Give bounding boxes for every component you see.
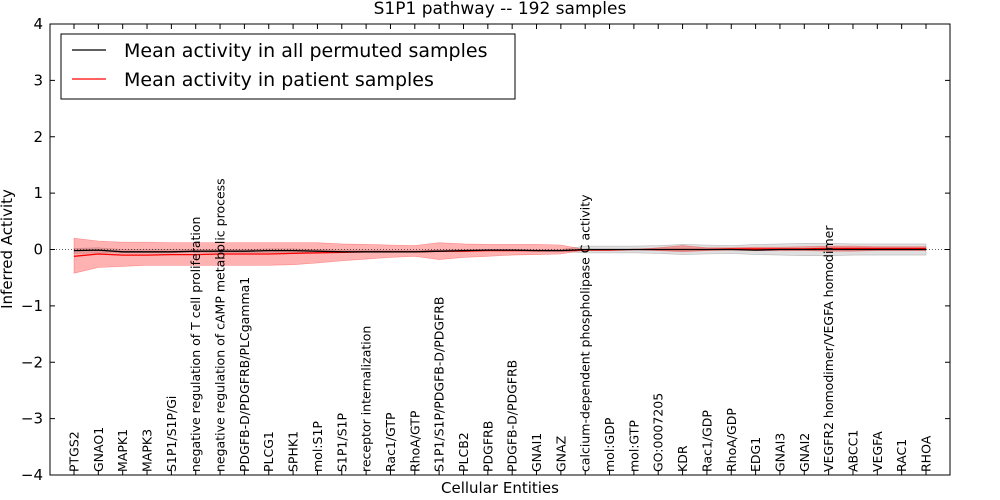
legend-label-permuted: Mean activity in all permuted samples xyxy=(124,40,487,62)
x-tick-label: PDGFRB xyxy=(480,421,495,472)
x-tick-label: RhoA/GDP xyxy=(724,408,739,472)
legend-box xyxy=(60,33,516,100)
x-tick-label: PLCB2 xyxy=(456,432,471,472)
x-tick-label: RAC1 xyxy=(894,439,909,472)
y-axis: −4 −3 −2 −1 0 1 2 3 4 xyxy=(21,15,950,484)
y-tick-label: 4 xyxy=(33,15,43,33)
x-tick-label: GNAZ xyxy=(553,436,568,472)
x-tick-label: SPHK1 xyxy=(286,431,301,472)
x-tick-label: VEGFR2 homodimer/VEGFA homodimer xyxy=(821,225,836,472)
series-lines xyxy=(73,247,926,257)
x-tick-label: GNAO1 xyxy=(91,427,106,472)
x-tick-label: PLCG1 xyxy=(261,431,276,472)
x-tick-label: VEGFA xyxy=(870,431,885,472)
x-tick-label: GNAI3 xyxy=(772,433,787,472)
x-tick-label: receptor internalization xyxy=(359,326,374,472)
y-tick-label: −4 xyxy=(21,466,43,484)
x-tick-label: RhoA/GTP xyxy=(407,410,422,472)
x-axis-label: Cellular Entities xyxy=(441,479,559,497)
x-tick-label: mol:GTP xyxy=(626,420,641,472)
y-tick-label: 3 xyxy=(33,71,43,89)
x-tick-label: negative regulation of T cell proliferat… xyxy=(188,217,203,472)
x-tick-label: PTGS2 xyxy=(67,431,82,472)
x-tick-label: MAPK1 xyxy=(115,429,130,472)
x-tick-label: RHOA xyxy=(919,435,934,472)
y-tick-label: 1 xyxy=(33,184,43,202)
y-tick-label: 0 xyxy=(33,241,43,259)
chart-title: S1P1 pathway -- 192 samples xyxy=(374,0,627,19)
line-permuted xyxy=(73,248,926,253)
x-tick-label: Rac1/GDP xyxy=(699,410,714,472)
x-tick-label: mol:S1P xyxy=(310,421,325,472)
x-tick-label: S1P1/S1P/Gi xyxy=(164,396,179,472)
x-tick-label: calcium-dependent phospholipase C activi… xyxy=(578,194,593,472)
x-tick-label: PDGFB-D/PDGFRB/PLCgamma1 xyxy=(237,277,252,472)
y-axis-label: Inferred Activity xyxy=(0,189,16,309)
x-tick-label: EDG1 xyxy=(748,437,763,472)
x-tick-label: GNAI2 xyxy=(797,433,812,472)
y-tick-label: −2 xyxy=(21,353,43,371)
x-tick-label: KDR xyxy=(675,445,690,472)
y-tick-label: −3 xyxy=(21,410,43,428)
y-tick-label: 2 xyxy=(33,128,43,146)
x-tick-label: negative regulation of cAMP metabolic pr… xyxy=(213,178,228,472)
x-tick-label: S1P1/S1P/PDGFB-D/PDGFRB xyxy=(432,297,447,473)
x-tick-label: GNAI1 xyxy=(529,433,544,472)
x-tick-label: ABCC1 xyxy=(846,430,861,472)
x-tick-label: GO:0007205 xyxy=(651,393,666,472)
band-patient xyxy=(73,237,927,274)
x-tick-label: Rac1/GTP xyxy=(383,412,398,472)
x-tick-label: S1P1/S1P xyxy=(334,413,349,472)
y-tick-label: −1 xyxy=(21,297,43,315)
x-axis: PTGS2 GNAO1 MAPK1 MAPK3 S1P1/S1P/Gi negative … xyxy=(67,24,934,475)
x-tick-label: mol:GDP xyxy=(602,417,617,472)
legend-label-patient: Mean activity in patient samples xyxy=(124,69,434,91)
legend: Mean activity in all permuted samples Me… xyxy=(60,33,516,100)
x-tick-label: PDGFB-D/PDGFRB xyxy=(505,360,520,472)
x-tick-label: MAPK3 xyxy=(140,429,155,472)
